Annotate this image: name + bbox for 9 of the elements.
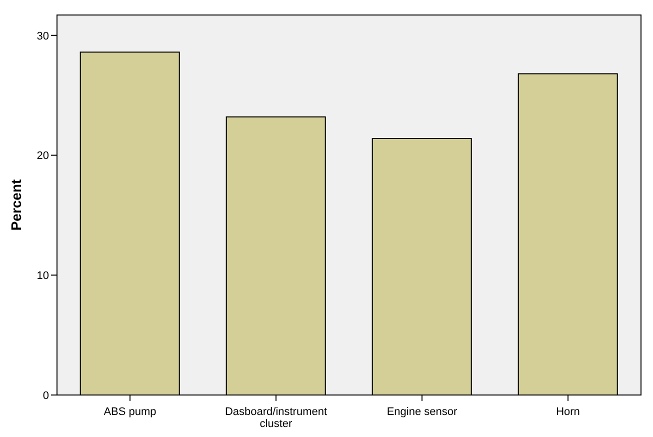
y-axis-title: Percent bbox=[8, 178, 24, 231]
y-tick-label: 30 bbox=[36, 30, 49, 42]
x-tick-label: Horn bbox=[556, 406, 580, 418]
y-tick-label: 20 bbox=[36, 150, 49, 162]
x-tick-label: ABS pump bbox=[104, 406, 156, 418]
x-tick-label: Dasboard/instrument cluster bbox=[224, 406, 328, 430]
y-tick-label: 0 bbox=[42, 390, 49, 402]
x-tick-label: Engine sensor bbox=[386, 406, 458, 418]
y-tick-label: 10 bbox=[36, 270, 49, 282]
